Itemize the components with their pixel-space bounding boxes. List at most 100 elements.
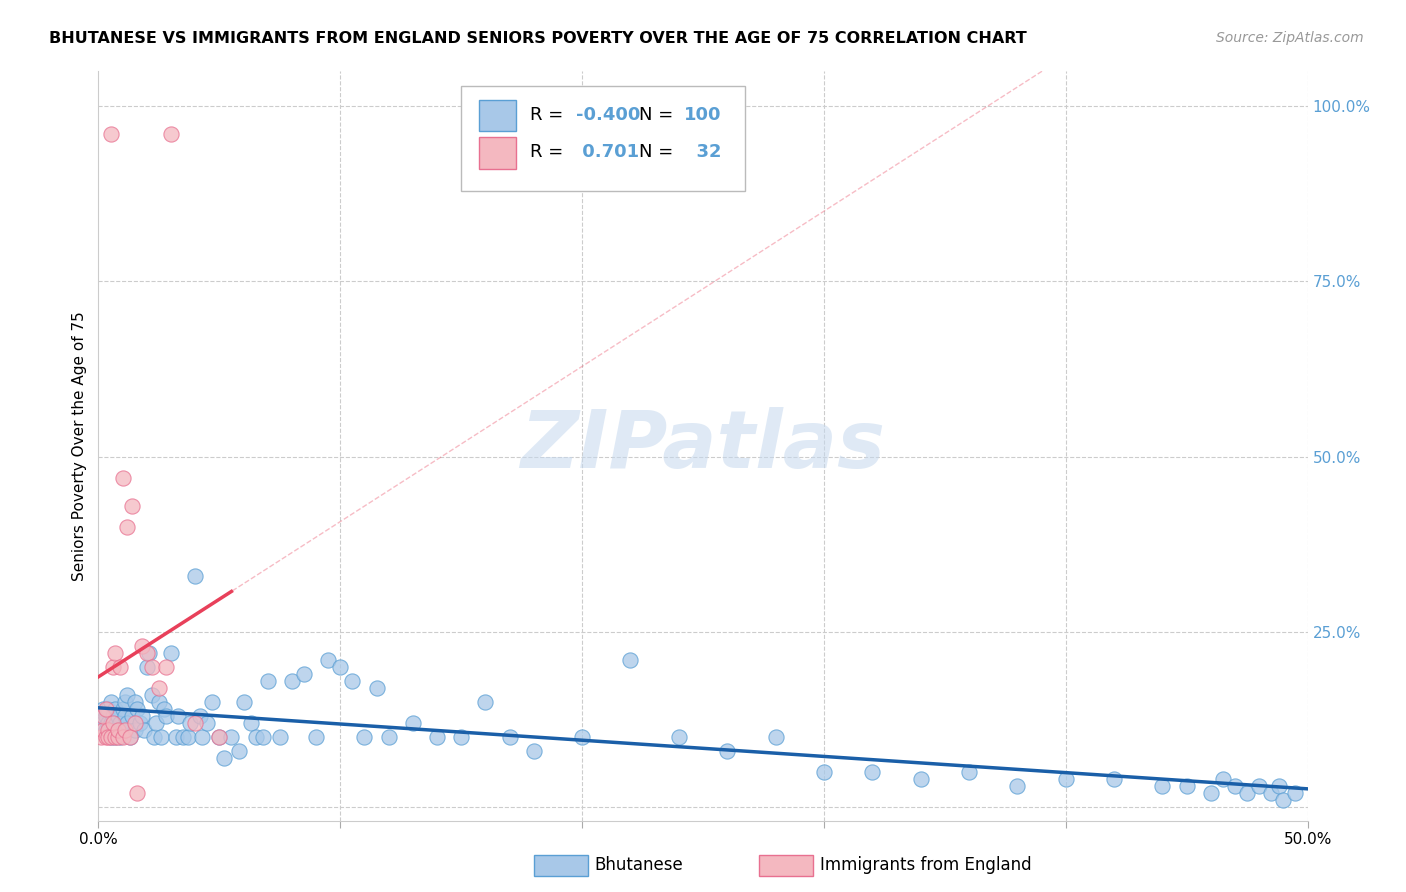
Point	[134, 723, 156, 737]
Point	[221, 730, 243, 744]
Point	[104, 646, 127, 660]
Point	[138, 646, 160, 660]
Point	[101, 708, 124, 723]
Point	[571, 730, 593, 744]
Point	[90, 730, 112, 744]
Point	[117, 688, 139, 702]
Point	[1102, 772, 1125, 786]
Point	[957, 764, 980, 779]
Point	[208, 730, 231, 744]
Point	[108, 659, 131, 673]
Point	[107, 723, 129, 737]
Point	[155, 708, 177, 723]
Point	[716, 743, 738, 757]
Point	[145, 715, 167, 730]
Point	[402, 715, 425, 730]
Point	[104, 730, 127, 744]
Text: 100: 100	[683, 106, 721, 124]
Point	[195, 715, 218, 730]
Point	[212, 750, 235, 764]
Point	[426, 730, 449, 744]
Point	[97, 701, 120, 715]
Point	[239, 715, 262, 730]
Point	[121, 499, 143, 513]
Text: N =: N =	[638, 144, 673, 161]
Point	[184, 715, 207, 730]
Point	[124, 723, 146, 737]
Point	[111, 701, 134, 715]
Point	[100, 715, 122, 730]
Point	[100, 730, 122, 744]
Point	[94, 723, 117, 737]
Point	[281, 673, 304, 688]
Point	[100, 695, 122, 709]
Point	[1175, 779, 1198, 793]
Point	[316, 652, 339, 666]
Point	[377, 730, 399, 744]
Point	[165, 730, 187, 744]
Point	[148, 695, 170, 709]
Point	[1236, 786, 1258, 800]
Point	[188, 708, 211, 723]
Text: Bhutanese: Bhutanese	[595, 856, 683, 874]
Point	[108, 730, 131, 744]
Point	[1284, 786, 1306, 800]
Point	[1054, 772, 1077, 786]
Point	[256, 673, 278, 688]
Point	[813, 764, 835, 779]
Point	[128, 715, 150, 730]
Point	[619, 652, 641, 666]
Point	[108, 715, 131, 730]
Point	[191, 730, 214, 744]
Point	[160, 646, 183, 660]
Point	[91, 715, 114, 730]
Point	[141, 688, 163, 702]
Point	[124, 695, 146, 709]
Point	[100, 730, 122, 744]
Point	[91, 708, 114, 723]
Point	[305, 730, 328, 744]
Point	[124, 715, 146, 730]
Point	[118, 730, 141, 744]
Point	[148, 681, 170, 695]
Point	[910, 772, 932, 786]
Point	[114, 695, 136, 709]
Point	[523, 743, 546, 757]
Point	[131, 708, 153, 723]
Point	[177, 730, 200, 744]
Point	[111, 730, 134, 744]
Text: ZIPatlas: ZIPatlas	[520, 407, 886, 485]
Text: Source: ZipAtlas.com: Source: ZipAtlas.com	[1216, 31, 1364, 45]
Point	[155, 659, 177, 673]
Point	[269, 730, 291, 744]
Point	[104, 701, 127, 715]
Point	[228, 743, 250, 757]
Point	[353, 730, 375, 744]
Point	[118, 730, 141, 744]
Point	[91, 723, 114, 737]
Point	[114, 708, 136, 723]
Text: R =: R =	[530, 106, 564, 124]
Text: N =: N =	[638, 106, 673, 124]
Point	[107, 708, 129, 723]
Point	[104, 730, 127, 744]
Point	[94, 701, 117, 715]
Point	[94, 730, 117, 744]
Point	[366, 681, 388, 695]
Point	[450, 730, 472, 744]
Point	[668, 730, 690, 744]
Point	[1223, 779, 1246, 793]
Point	[141, 659, 163, 673]
Point	[329, 659, 352, 673]
Point	[150, 730, 173, 744]
Point	[292, 666, 315, 681]
Point	[114, 723, 136, 737]
Point	[107, 730, 129, 744]
FancyBboxPatch shape	[461, 87, 745, 191]
Text: BHUTANESE VS IMMIGRANTS FROM ENGLAND SENIORS POVERTY OVER THE AGE OF 75 CORRELAT: BHUTANESE VS IMMIGRANTS FROM ENGLAND SEN…	[49, 31, 1026, 46]
Text: -0.400: -0.400	[576, 106, 640, 124]
Point	[252, 730, 274, 744]
Point	[1260, 786, 1282, 800]
Point	[1212, 772, 1234, 786]
Point	[101, 715, 124, 730]
